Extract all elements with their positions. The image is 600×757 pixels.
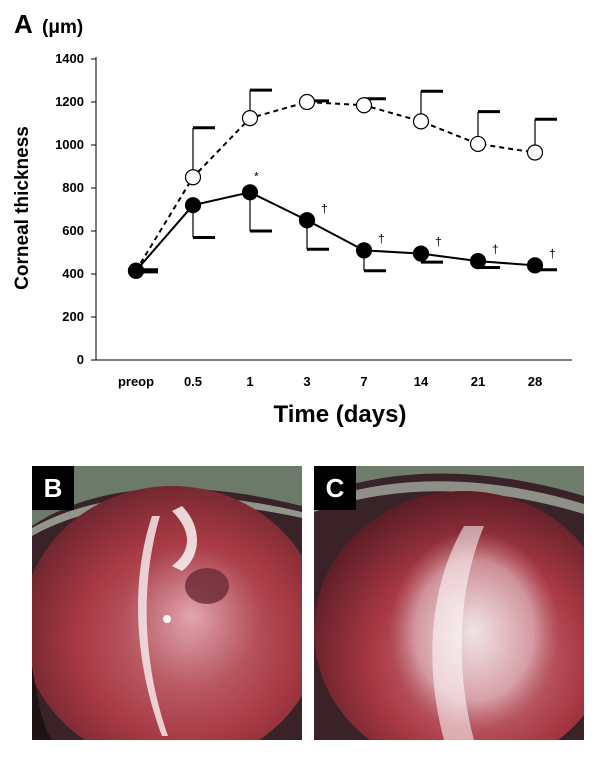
- y-tick-label: 400: [62, 266, 84, 281]
- open-data-point: [526, 144, 544, 161]
- unit-label: (μm): [42, 17, 83, 38]
- significance-mark: †: [378, 231, 385, 245]
- open-data-point: [412, 113, 430, 130]
- panel-letter-b: B: [32, 466, 74, 510]
- y-axis-label: Corneal thickness: [12, 126, 33, 290]
- significance-marks: * † † † † †: [254, 169, 556, 260]
- x-tick-label: 0.5: [184, 374, 202, 389]
- y-tick-label: 200: [62, 309, 84, 324]
- open-data-point: [241, 110, 259, 127]
- y-tick-label: 800: [62, 180, 84, 195]
- panel-letter-a: A: [14, 9, 33, 39]
- x-tick-label: 28: [528, 374, 542, 389]
- filled-data-point: [526, 257, 544, 274]
- y-tick-label: 1400: [55, 51, 84, 66]
- x-tick-label: preop: [118, 374, 154, 389]
- photo-panel-c: C: [314, 466, 584, 740]
- slit-lamp-photo-c: [314, 466, 584, 740]
- slit-lamp-photo-b: [32, 466, 302, 740]
- panel-a: A (μm) Corneal thickness Time (days) 0 20…: [12, 9, 572, 428]
- x-tick-label: 14: [414, 374, 429, 389]
- filled-data-point: [184, 197, 202, 214]
- filled-data-point: [355, 242, 373, 259]
- significance-mark: †: [549, 246, 556, 260]
- filled-data-point: [298, 212, 316, 229]
- x-tick-label: 3: [303, 374, 310, 389]
- series-lines: [135, 100, 536, 272]
- filled-data-point: [469, 253, 487, 270]
- y-tick-label: 0: [77, 352, 84, 367]
- y-tick-label: 1200: [55, 94, 84, 109]
- significance-mark: †: [435, 235, 442, 249]
- y-tick-label: 600: [62, 223, 84, 238]
- significance-mark: †: [321, 201, 328, 215]
- panel-letter-c: C: [314, 466, 356, 510]
- corneal-thickness-chart: A (μm) Corneal thickness Time (days) 0 20…: [12, 9, 572, 428]
- series-line: [135, 100, 536, 272]
- data-points: [127, 93, 544, 279]
- open-data-point: [355, 97, 373, 114]
- x-ticks: preop 0.5 1 3 7 14 21 28: [118, 374, 542, 389]
- x-axis-label: Time (days): [274, 401, 407, 428]
- x-tick-label: 7: [360, 374, 367, 389]
- filled-data-point: [412, 245, 430, 262]
- open-data-point: [298, 93, 316, 111]
- significance-mark: *: [254, 169, 259, 183]
- y-ticks: 0 200 400 600 800 1000 1200 1400: [55, 51, 96, 367]
- photo-panel-b: B: [32, 466, 302, 740]
- open-data-point: [184, 169, 202, 186]
- x-tick-label: 21: [471, 374, 485, 389]
- open-data-point: [469, 135, 487, 153]
- series-line: [135, 191, 536, 272]
- significance-mark: †: [492, 242, 499, 256]
- filled-data-point: [241, 184, 259, 201]
- x-tick-label: 1: [246, 374, 253, 389]
- y-tick-label: 1000: [55, 137, 84, 152]
- filled-data-point: [127, 262, 145, 279]
